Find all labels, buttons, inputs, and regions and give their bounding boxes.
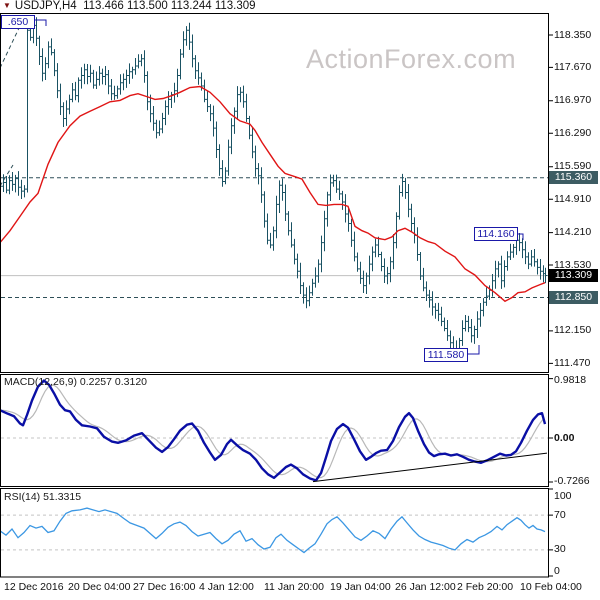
macd-axis-label: -0.7266 — [554, 474, 590, 487]
rsi-axis-label: 0 — [554, 564, 560, 577]
time-axis-label: 2 Feb 20:00 — [457, 581, 514, 593]
ohlc-bars — [1, 17, 548, 361]
price-axis-label: 114.910 — [554, 192, 592, 205]
price-axis-label: 118.350 — [554, 28, 592, 41]
title-bar: ▼ USDJPY,H4 113.466 113.500 113.244 113.3… — [3, 0, 256, 13]
price-axis-label: 116.290 — [554, 126, 592, 139]
watermark: ActionForex.com — [306, 44, 517, 74]
ohlc-readout: 113.466 113.500 113.244 113.309 — [83, 0, 256, 12]
macd-axis-label: 0.9818 — [554, 373, 587, 386]
price-axis-label: 115.590 — [554, 160, 592, 173]
axis-level-label-115360: 115.360 — [549, 171, 598, 185]
axis-level-label-112850: 112.850 — [549, 291, 598, 304]
time-axis-label: 12 Dec 2016 — [4, 581, 64, 593]
macd-plot — [1, 379, 548, 483]
trendline-dashed — [1, 25, 21, 186]
macd-axis-label: 0.00 — [554, 431, 575, 444]
price-annotation-111580: 111.580 — [424, 348, 468, 362]
rsi-plot — [1, 507, 548, 554]
rsi-axis-label: 30 — [554, 543, 566, 556]
axis-ticks — [548, 34, 553, 577]
time-axis-label: 4 Jan 12:00 — [199, 581, 254, 593]
rsi-axis-label: 100 — [554, 489, 572, 502]
price-axis-label: 116.970 — [554, 94, 592, 107]
time-axis-label: 20 Dec 04:00 — [68, 581, 131, 593]
moving-average-line — [1, 85, 546, 303]
main-plot — [1, 17, 548, 361]
time-axis-label: 11 Jan 20:00 — [264, 581, 324, 593]
price-annotation-114160: 114.160 — [474, 227, 518, 241]
macd-trendline — [312, 452, 548, 483]
macd-main-line — [1, 379, 547, 482]
panel-borders — [0, 13, 549, 578]
time-axis-label: 26 Jan 12:00 — [395, 581, 456, 593]
symbol-title: USDJPY,H4 — [14, 0, 77, 12]
rsi-line — [1, 507, 546, 554]
rsi-header: RSI(14) 51.3315 — [4, 491, 82, 503]
price-axis-label: 117.670 — [554, 60, 592, 73]
rsi-axis-label: 70 — [554, 508, 566, 521]
price-annotation-118650: .650 — [1, 15, 35, 29]
price-axis-label: 113.530 — [554, 258, 592, 271]
time-axis-label: 19 Jan 04:00 — [330, 581, 391, 593]
price-axis-label: 112.150 — [554, 324, 592, 337]
symbol-dropdown-icon[interactable]: ▼ — [3, 1, 11, 10]
time-axis-label: 10 Feb 04:00 — [520, 581, 582, 593]
annotation-connectors — [33, 19, 524, 355]
price-axis-label: 111.470 — [554, 356, 591, 369]
time-axis-label: 27 Dec 16:00 — [133, 581, 196, 593]
axis-current-price-label: 113.309 — [549, 269, 598, 283]
macd-header: MACD(12,26,9) 0.2257 0.3120 — [4, 376, 148, 388]
price-axis-label: 114.210 — [554, 226, 592, 239]
